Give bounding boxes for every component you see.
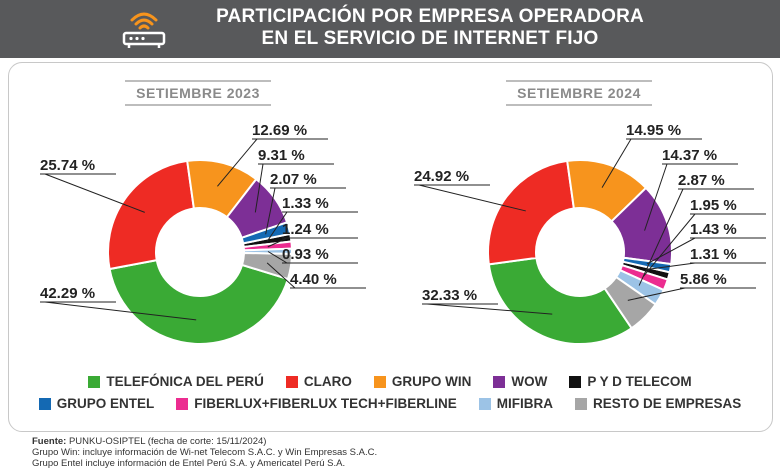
legend-label: TELEFÓNICA DEL PERÚ — [106, 374, 264, 389]
leader-line — [638, 188, 684, 286]
legend-swatch — [88, 375, 101, 388]
source-note: Fuente: PUNKU-OSIPTEL (fecha de corte: 1… — [32, 436, 377, 447]
leader-line — [44, 301, 197, 321]
donut-slice — [108, 258, 290, 345]
legend-label: RESTO DE EMPRESAS — [593, 396, 742, 411]
legend-item: WOW — [493, 374, 547, 389]
leader-line — [265, 187, 276, 235]
data-label: 14.37 % — [662, 147, 717, 164]
data-label: 1.43 % — [690, 221, 737, 238]
legend-item: CLARO — [285, 374, 352, 389]
legend-swatch — [373, 375, 386, 388]
leader-line — [267, 251, 288, 264]
title-line-2: EN EL SERVICIO DE INTERNET FIJO — [261, 28, 599, 49]
leader-line — [418, 184, 526, 212]
data-label: 1.24 % — [282, 221, 329, 238]
leader-line — [627, 287, 686, 301]
leader-line — [645, 262, 696, 271]
data-label: 25.74 % — [40, 157, 95, 174]
donut-slice — [621, 256, 673, 274]
legend-label: WOW — [511, 374, 548, 389]
donut-chart-0: 42.29 % 25.74 % 12.69 % 9.31 % 1.33 % 2.07 % 1… — [40, 122, 366, 345]
donut-slice — [487, 159, 576, 266]
footnotes: Fuente: PUNKU-OSIPTEL (fecha de corte: 1… — [32, 436, 377, 469]
leader-line — [267, 237, 288, 248]
legend-swatch — [176, 397, 189, 410]
legend-label: FIBERLUX+FIBERLUX TECH+FIBERLINE — [194, 396, 457, 411]
legend-item: GRUPO ENTEL — [38, 396, 155, 411]
data-label: 2.07 % — [270, 171, 317, 188]
data-label: 0.93 % — [282, 246, 329, 263]
legend-label: GRUPO ENTEL — [56, 396, 155, 411]
page-title: PARTICIPACIÓN POR EMPRESA OPERADORA EN E… — [180, 6, 680, 50]
data-label: 1.95 % — [690, 197, 737, 214]
leader-line — [44, 173, 145, 213]
data-label: 9.31 % — [258, 147, 305, 164]
leader-line — [254, 163, 264, 213]
legend-label: CLARO — [303, 374, 352, 389]
note-grupo-win: Grupo Win: incluye información de Wi-net… — [32, 447, 378, 458]
period-label-2023: SETIEMBRE 2023 — [125, 80, 271, 106]
legend-swatch — [493, 375, 506, 388]
leader-line — [644, 163, 668, 231]
legend-item: P Y D TELECOM — [569, 374, 692, 389]
leader-line — [646, 237, 696, 265]
title-line-1: PARTICIPACIÓN POR EMPRESA OPERADORA — [216, 6, 644, 27]
legend-swatch — [478, 397, 491, 410]
leader-line — [643, 213, 696, 277]
data-label: 5.86 % — [680, 271, 727, 288]
legend-item: GRUPO WIN — [373, 374, 472, 389]
legend-item: RESTO DE EMPRESAS — [575, 396, 741, 411]
legend-swatch — [569, 375, 582, 388]
data-label: 42.29 % — [40, 285, 95, 302]
legend-item: TELEFÓNICA DEL PERÚ — [88, 374, 264, 389]
data-label: 14.95 % — [626, 122, 681, 139]
source-text: PUNKU-OSIPTEL (fecha de corte: 15/11/202… — [66, 436, 267, 447]
legend-row-2: GRUPO ENTEL FIBERLUX+FIBERLUX TECH+FIBERL… — [0, 396, 780, 411]
legend-item: MIFIBRA — [478, 396, 553, 411]
leader-line — [601, 138, 632, 188]
data-label: 1.33 % — [282, 195, 329, 212]
note-grupo-entel: Grupo Entel incluye información de Entel… — [32, 458, 346, 469]
legend-label: P Y D TELECOM — [587, 374, 692, 389]
router-wifi-icon — [122, 12, 166, 48]
data-label: 2.87 % — [678, 172, 725, 189]
donut-slice — [603, 275, 657, 330]
legend-label: GRUPO WIN — [391, 374, 472, 389]
donut-slice — [487, 256, 633, 345]
source-label: Fuente: — [32, 436, 67, 447]
donut-slice — [107, 159, 196, 271]
donut-slice — [240, 251, 293, 281]
legend-swatch — [575, 397, 587, 410]
data-label: 32.33 % — [422, 287, 477, 304]
data-label: 1.31 % — [690, 246, 737, 263]
legend-label: MIFIBRA — [496, 396, 553, 411]
data-label: 24.92 % — [414, 168, 469, 185]
period-label-2024: SETIEMBRE 2024 — [506, 80, 652, 106]
header-bar: PARTICIPACIÓN POR EMPRESA OPERADORA EN E… — [0, 0, 780, 58]
leader-line — [217, 138, 258, 187]
leader-line — [266, 262, 296, 289]
data-label: 4.40 % — [290, 271, 337, 288]
legend-item: FIBERLUX+FIBERLUX TECH+FIBERLINE — [176, 396, 457, 411]
leader-line — [426, 303, 553, 315]
legend-swatch — [285, 375, 298, 388]
legend-swatch — [38, 397, 51, 410]
legend-row-1: TELEFÓNICA DEL PERÚ CLARO GRUPO WIN WOW P Y … — [0, 374, 780, 389]
data-label: 12.69 % — [252, 122, 307, 139]
donut-chart-1: 32.33 % 24.92 % 14.95 % 14.37 % 1.31 % 1.43 %… — [414, 122, 766, 345]
leader-line — [266, 211, 288, 242]
